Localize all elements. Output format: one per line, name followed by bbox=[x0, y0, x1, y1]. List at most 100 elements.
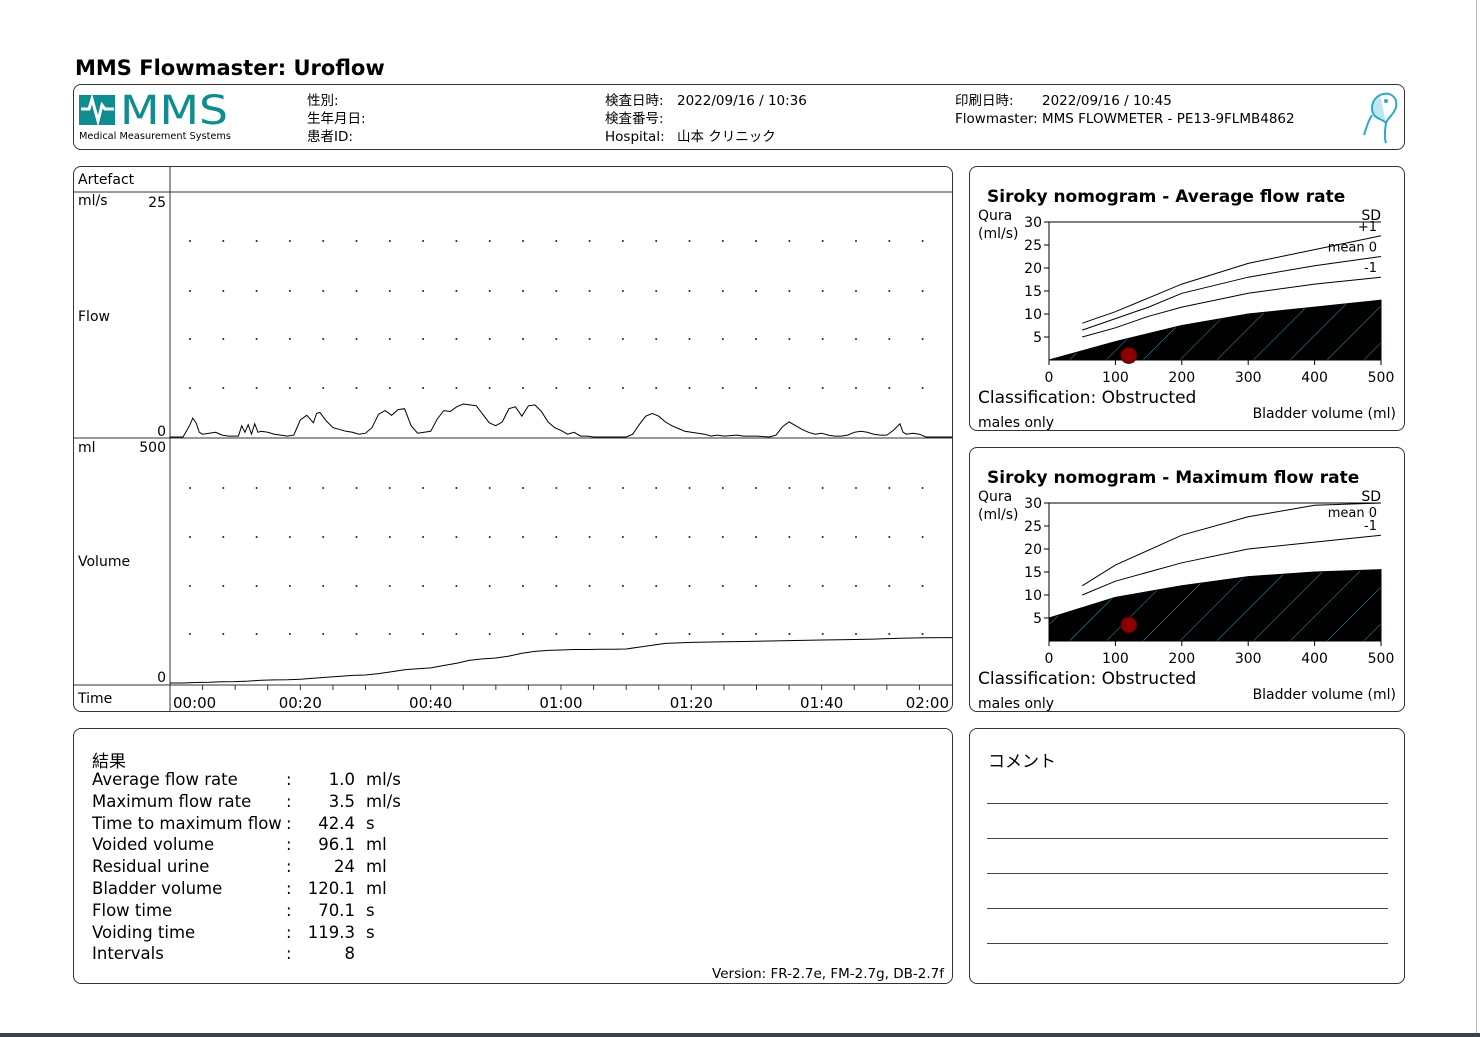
grid-dot bbox=[455, 585, 458, 587]
grid-dot bbox=[821, 338, 824, 340]
result-unit: s bbox=[366, 900, 375, 920]
grid-dot bbox=[855, 290, 857, 292]
sd-curve bbox=[1082, 534, 1382, 596]
grid-dot bbox=[688, 633, 691, 635]
grid-dot bbox=[255, 240, 258, 242]
grid-dot bbox=[788, 487, 791, 489]
grid-dot bbox=[755, 290, 758, 292]
grid-dot bbox=[655, 387, 658, 389]
result-value: 70.1 bbox=[318, 900, 355, 920]
flow-unit-label: ml/s bbox=[78, 193, 108, 209]
grid-dot bbox=[788, 338, 791, 340]
sd-curve-label: -1 bbox=[1364, 261, 1377, 276]
y-tick-label: 5 bbox=[1033, 330, 1042, 346]
result-row: Residual urine: 24 ml bbox=[92, 856, 401, 878]
grid-dot bbox=[788, 585, 791, 587]
grid-dot bbox=[621, 290, 624, 292]
grid-dot bbox=[455, 487, 458, 489]
grid-dot bbox=[255, 387, 258, 389]
grid-dot bbox=[755, 536, 758, 538]
result-value: 24 bbox=[334, 857, 355, 877]
result-colon: : bbox=[286, 944, 292, 964]
x-tick-label: 500 bbox=[1368, 370, 1395, 386]
grid-dot bbox=[821, 387, 824, 389]
grid-dot bbox=[422, 487, 425, 489]
result-row: Time to maximum flow: 42.4 s bbox=[92, 813, 401, 835]
result-label: Voided volume bbox=[92, 835, 215, 855]
sd-curve-label: mean 0 bbox=[1328, 241, 1377, 256]
grid-dot bbox=[355, 338, 358, 340]
window-edge bbox=[1476, 0, 1477, 1037]
grid-dot bbox=[388, 240, 391, 242]
result-colon: : bbox=[286, 813, 292, 833]
result-value: 96.1 bbox=[318, 835, 355, 855]
grid-dot bbox=[189, 633, 191, 635]
grid-dot bbox=[388, 338, 391, 340]
uroflow-chart: Artefact ml/s 25 Flow 0 ml 500 Volume 0 Time 00:00… bbox=[73, 166, 953, 712]
grid-dot bbox=[388, 633, 391, 635]
time-tick-label: 01:20 bbox=[670, 694, 713, 712]
grid-dot bbox=[455, 290, 458, 292]
grid-dot bbox=[455, 633, 458, 635]
grid-dot bbox=[755, 487, 758, 489]
grid-dot bbox=[588, 387, 591, 389]
sd-curve-label: mean 0 bbox=[1328, 506, 1377, 521]
grid-dot bbox=[655, 585, 658, 587]
grid-dot bbox=[322, 633, 325, 635]
flow-axis-label: Flow bbox=[78, 309, 110, 325]
grid-dot bbox=[288, 536, 291, 538]
result-unit: s bbox=[366, 922, 375, 942]
grid-dot bbox=[721, 487, 724, 489]
grid-dot bbox=[189, 240, 191, 242]
grid-dot bbox=[621, 387, 624, 389]
grid-dot bbox=[755, 338, 758, 340]
result-row: Average flow rate: 1.0 ml/s bbox=[92, 769, 401, 791]
grid-dot bbox=[422, 290, 425, 292]
result-colon: : bbox=[286, 835, 292, 855]
grid-dot bbox=[755, 240, 758, 242]
grid-dot bbox=[522, 487, 524, 489]
grid-dot bbox=[455, 338, 458, 340]
grid-dot bbox=[921, 487, 924, 489]
comment-heading: コメント bbox=[988, 752, 1056, 772]
grid-dot bbox=[888, 487, 891, 489]
grid-dot bbox=[388, 387, 391, 389]
grid-dot bbox=[888, 585, 891, 587]
grid-dot bbox=[288, 290, 291, 292]
grid-dot bbox=[855, 487, 857, 489]
grid-dot bbox=[721, 387, 724, 389]
patient-marker bbox=[1120, 616, 1138, 634]
sd-curve-label: -1 bbox=[1364, 519, 1377, 534]
flowmaster-label: Flowmaster: bbox=[955, 111, 1038, 127]
grid-dot bbox=[788, 387, 791, 389]
grid-dot bbox=[621, 585, 624, 587]
exam-date-label: 検査日時: bbox=[605, 93, 664, 109]
grid-dot bbox=[588, 338, 591, 340]
y-tick-label: 15 bbox=[1024, 284, 1042, 300]
comment-line bbox=[987, 873, 1388, 874]
grid-dot bbox=[388, 536, 391, 538]
nomogram-title: Siroky nomogram - Maximum flow rate bbox=[987, 468, 1359, 488]
result-row: Voided volume: 96.1 ml bbox=[92, 834, 401, 856]
result-colon: : bbox=[286, 791, 292, 811]
grid-dot bbox=[688, 290, 691, 292]
grid-dot bbox=[222, 633, 225, 635]
y-tick-label: 15 bbox=[1024, 565, 1042, 581]
nomogram-average-panel: Siroky nomogram - Average flow rate Qura (… bbox=[969, 166, 1405, 431]
time-tick-label: 00:00 bbox=[173, 694, 216, 712]
grid-dot bbox=[821, 585, 824, 587]
grid-dot bbox=[222, 536, 225, 538]
grid-dot bbox=[322, 240, 325, 242]
grid-dot bbox=[655, 290, 658, 292]
grid-dot bbox=[255, 338, 258, 340]
grid-dot bbox=[721, 290, 724, 292]
grid-dot bbox=[522, 290, 524, 292]
grid-dot bbox=[422, 633, 425, 635]
grid-dot bbox=[488, 338, 491, 340]
y-tick-label: 25 bbox=[1024, 238, 1042, 254]
volume-unit-label: ml bbox=[78, 440, 96, 456]
grid-dot bbox=[921, 633, 924, 635]
grid-dot bbox=[755, 633, 758, 635]
volume-ymin-label: 0 bbox=[157, 670, 166, 686]
grid-dot bbox=[688, 536, 691, 538]
